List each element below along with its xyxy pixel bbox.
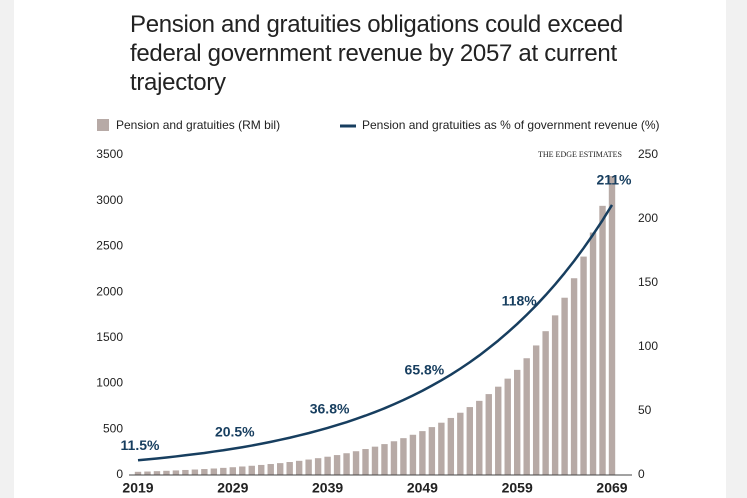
data-label: 11.5% <box>121 437 160 453</box>
y-tick-label: 0 <box>116 467 123 481</box>
bar <box>239 466 246 475</box>
bar <box>229 467 236 475</box>
bar <box>580 256 587 475</box>
chart-title: Pension and gratuities obligations could… <box>130 11 623 96</box>
x-tick-label: 2049 <box>407 480 438 496</box>
line <box>137 204 614 462</box>
bar <box>551 315 559 475</box>
y2-tick-label: 250 <box>638 147 658 161</box>
bar <box>295 460 303 475</box>
y-tick-label: 2000 <box>96 284 123 298</box>
legend-label: Pension and gratuities (RM bil) <box>116 118 280 132</box>
y2-tick-label: 150 <box>638 275 658 289</box>
bar <box>153 471 161 475</box>
y-tick-label: 1000 <box>96 376 123 390</box>
bar <box>608 176 616 475</box>
bar <box>324 456 331 475</box>
bar <box>390 441 398 475</box>
bar <box>514 369 521 475</box>
y2-tick-label: 50 <box>638 403 652 417</box>
bar <box>438 422 445 475</box>
x-tick-label: 2039 <box>312 480 343 496</box>
bar <box>523 358 530 475</box>
y2-tick-label: 200 <box>638 211 658 225</box>
y-tick-label: 3000 <box>96 193 123 207</box>
x-tick-label: 2029 <box>217 480 248 496</box>
bar <box>201 469 208 475</box>
y-tick-label: 500 <box>103 421 123 435</box>
bar <box>220 467 227 475</box>
bar <box>495 386 502 475</box>
bar <box>191 469 199 475</box>
bar <box>371 446 379 475</box>
bar <box>172 470 180 475</box>
bar <box>532 345 540 475</box>
bar <box>599 205 606 475</box>
bar <box>447 417 455 475</box>
x-tick-label: 2019 <box>122 480 153 496</box>
bar <box>589 232 597 475</box>
bar <box>267 464 274 475</box>
edge <box>726 0 747 498</box>
bar <box>144 471 151 475</box>
data-label: 118% <box>502 293 538 309</box>
bar <box>333 455 341 475</box>
legend-swatch <box>97 119 109 131</box>
data-label: 65.8% <box>405 361 445 377</box>
bar <box>561 297 568 475</box>
legend-label: Pension and gratuities as % of governmen… <box>362 118 660 132</box>
bar <box>466 407 473 475</box>
bar <box>182 469 189 475</box>
data-label: 211% <box>596 172 632 188</box>
bar <box>258 464 265 475</box>
edge <box>0 0 14 498</box>
bar <box>305 459 312 475</box>
bar <box>314 458 322 475</box>
bar <box>277 463 284 475</box>
bar <box>419 431 426 475</box>
y2-tick-label: 0 <box>638 467 645 481</box>
bar <box>485 394 492 475</box>
bar <box>134 471 142 475</box>
source: THE EDGE ESTIMATES <box>538 150 622 159</box>
bar <box>286 462 293 475</box>
x-tick-label: 2059 <box>502 480 533 496</box>
data-label: 36.8% <box>310 401 350 417</box>
bar <box>163 470 170 475</box>
bar <box>400 438 407 475</box>
bar <box>248 465 255 475</box>
bar <box>476 400 483 475</box>
bar <box>210 468 218 475</box>
bar <box>457 412 464 475</box>
bar <box>542 331 549 475</box>
bar <box>428 427 436 475</box>
y-tick-label: 2500 <box>96 239 123 253</box>
y-tick-label: 1500 <box>96 330 123 344</box>
bar <box>362 449 369 475</box>
bar <box>352 451 360 475</box>
bar <box>381 444 388 475</box>
bar <box>409 434 417 475</box>
bar <box>504 378 511 475</box>
x-tick-label: 2069 <box>596 480 627 496</box>
y2-tick-label: 100 <box>638 339 658 353</box>
bar <box>343 453 350 475</box>
bar <box>570 278 578 475</box>
y-tick-label: 3500 <box>96 147 123 161</box>
data-label: 20.5% <box>215 423 255 439</box>
